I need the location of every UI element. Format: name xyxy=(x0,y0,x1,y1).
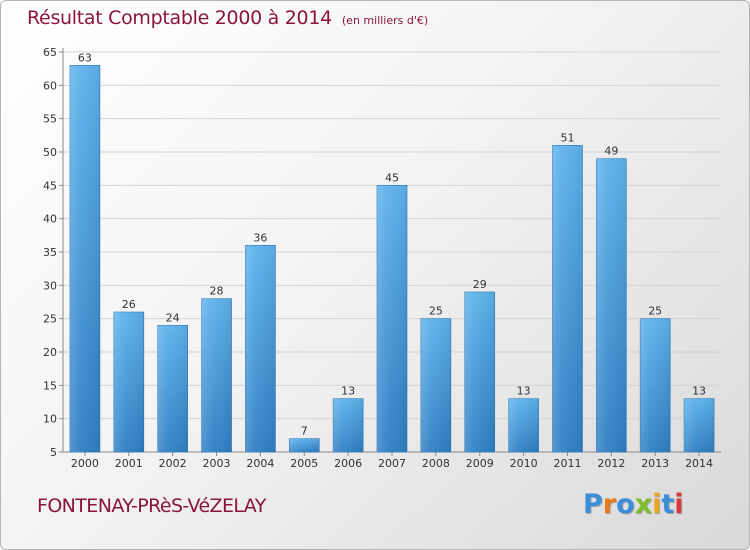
value-label-2003: 28 xyxy=(210,285,224,298)
x-tick-label-2008: 2008 xyxy=(422,457,450,470)
logo-letter-0: P xyxy=(583,489,603,520)
x-tick-label-2012: 2012 xyxy=(597,457,625,470)
x-tick-label-2006: 2006 xyxy=(334,457,362,470)
bar-shine-2010 xyxy=(508,398,539,452)
value-label-2002: 24 xyxy=(166,311,180,324)
logo-letter-6: i xyxy=(674,489,684,520)
chart-unit-label: (en milliers d'€) xyxy=(341,14,429,27)
bar-shine-2007 xyxy=(377,185,407,453)
y-tick-label: 35 xyxy=(43,246,57,259)
commune-name: FONTENAY-PRèS-VéZELAY xyxy=(37,495,266,517)
y-tick-label: 30 xyxy=(43,279,57,292)
x-tick-label-2013: 2013 xyxy=(641,457,669,470)
bar-shine-2005 xyxy=(289,438,320,452)
x-tick-label-2014: 2014 xyxy=(685,457,713,470)
value-label-2012: 49 xyxy=(604,145,618,158)
y-tick-label: 5 xyxy=(50,446,57,459)
value-label-2014: 13 xyxy=(692,385,706,398)
x-tick-label-2010: 2010 xyxy=(510,457,538,470)
bar-shine-2008 xyxy=(420,318,451,452)
bar-shine-2009 xyxy=(464,292,495,452)
bar-shine-2012 xyxy=(596,158,627,452)
x-tick-label-2004: 2004 xyxy=(246,457,274,470)
x-tick-label-2005: 2005 xyxy=(290,457,318,470)
y-tick-label: 55 xyxy=(43,113,57,126)
bar-shine-2014 xyxy=(684,398,715,452)
bar-shine-2013 xyxy=(640,318,671,452)
x-tick-label-2002: 2002 xyxy=(159,457,187,470)
value-label-2000: 63 xyxy=(78,51,92,64)
y-tick-label: 60 xyxy=(43,79,57,92)
logo-letter-5: t xyxy=(661,489,675,520)
x-tick-label-2011: 2011 xyxy=(553,457,581,470)
chart-title-text: Résultat Comptable 2000 à 2014 xyxy=(27,7,332,29)
y-tick-label: 15 xyxy=(43,379,57,392)
bars xyxy=(69,65,715,453)
value-label-2009: 29 xyxy=(473,278,487,291)
x-tick-label-2003: 2003 xyxy=(203,457,231,470)
axes: 5 10 15 20 25 30 35 40 45 50 55 60 65 2000 2001 2002 200… xyxy=(43,46,721,470)
logo-letter-2: o xyxy=(616,489,635,520)
x-tick-label-2009: 2009 xyxy=(466,457,494,470)
bar-shine-2002 xyxy=(157,325,188,452)
y-tick-label: 25 xyxy=(43,313,57,326)
y-tick-label: 20 xyxy=(43,346,57,359)
x-tick-label-2001: 2001 xyxy=(115,457,143,470)
bar-shine-2003 xyxy=(201,298,232,452)
bar-shine-2006 xyxy=(333,398,364,452)
y-tick-label: 45 xyxy=(43,179,57,192)
bar-shine-2001 xyxy=(113,312,144,452)
logo-letter-3: x xyxy=(634,489,653,520)
y-tick-label: 40 xyxy=(43,213,57,226)
proxiti-logo: Proxiti xyxy=(583,489,693,523)
value-label-2006: 13 xyxy=(341,385,355,398)
data-labels: 63 26 24 28 36 7 13 45 25 29 13 51 49 25 13 xyxy=(78,51,706,437)
logo-letter-1: r xyxy=(602,489,617,520)
x-tick-label-2007: 2007 xyxy=(378,457,406,470)
value-label-2011: 51 xyxy=(560,131,574,144)
bar-shine-2000 xyxy=(69,65,100,452)
y-tick-label: 10 xyxy=(43,413,57,426)
value-label-2001: 26 xyxy=(122,298,136,311)
x-tick-label-2000: 2000 xyxy=(71,457,99,470)
value-label-2008: 25 xyxy=(429,305,443,318)
logo-letter-4: i xyxy=(652,489,662,520)
value-label-2010: 13 xyxy=(517,385,531,398)
bar-shine-2004 xyxy=(245,245,276,452)
bar-shine-2011 xyxy=(552,145,583,453)
value-label-2005: 7 xyxy=(301,425,308,438)
y-tick-label: 50 xyxy=(43,146,57,159)
chart-title: Résultat Comptable 2000 à 2014 (en millie… xyxy=(27,7,428,29)
value-label-2013: 25 xyxy=(648,305,662,318)
y-tick-label: 65 xyxy=(43,46,57,59)
value-label-2007: 45 xyxy=(385,171,399,184)
value-label-2004: 36 xyxy=(253,231,267,244)
